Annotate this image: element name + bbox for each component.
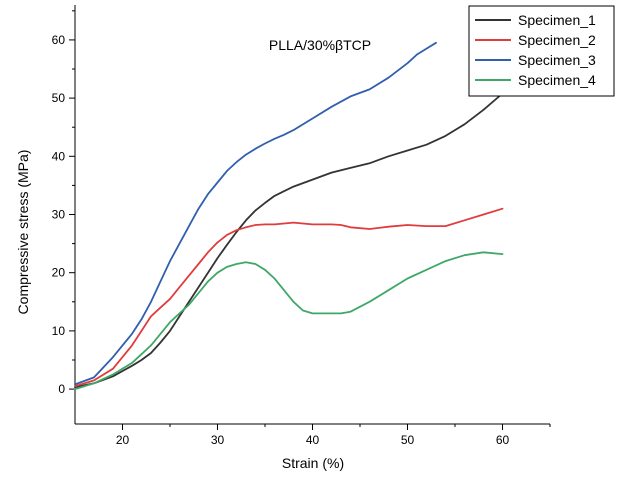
series-line-specimen-3 bbox=[74, 41, 437, 386]
series-line-specimen-4 bbox=[74, 251, 504, 391]
y-tick-label: 20 bbox=[52, 266, 66, 280]
x-tick-label: 20 bbox=[116, 433, 130, 447]
legend-label: Specimen_1 bbox=[518, 12, 596, 28]
axes: 20 30 40 50 60 0 10 20 30 40 50 60 bbox=[52, 5, 551, 447]
x-tick-label: 50 bbox=[401, 433, 415, 447]
y-tick-label: 50 bbox=[52, 91, 66, 105]
x-axis-label: Strain (%) bbox=[282, 455, 344, 471]
y-tick-label: 40 bbox=[52, 149, 66, 163]
x-tick-label: 40 bbox=[306, 433, 320, 447]
series-line-specimen-2 bbox=[74, 207, 504, 388]
x-tick-label: 30 bbox=[211, 433, 225, 447]
plot-area bbox=[74, 41, 504, 391]
x-tick-label: 60 bbox=[496, 433, 510, 447]
y-axis-label: Compressive stress (MPa) bbox=[15, 150, 31, 315]
legend-label: Specimen_3 bbox=[518, 52, 596, 68]
legend-label: Specimen_4 bbox=[518, 72, 596, 88]
y-tick-label: 30 bbox=[52, 208, 66, 222]
y-tick-label: 0 bbox=[58, 382, 65, 396]
series-line-specimen-1 bbox=[74, 92, 504, 389]
y-tick-label: 60 bbox=[52, 33, 66, 47]
y-tick-label: 10 bbox=[52, 324, 66, 338]
legend: Specimen_1 Specimen_2 Specimen_3 Specimen_4 bbox=[468, 5, 615, 97]
chart-title: PLLA/30%βTCP bbox=[269, 37, 371, 53]
legend-label: Specimen_2 bbox=[518, 32, 596, 48]
